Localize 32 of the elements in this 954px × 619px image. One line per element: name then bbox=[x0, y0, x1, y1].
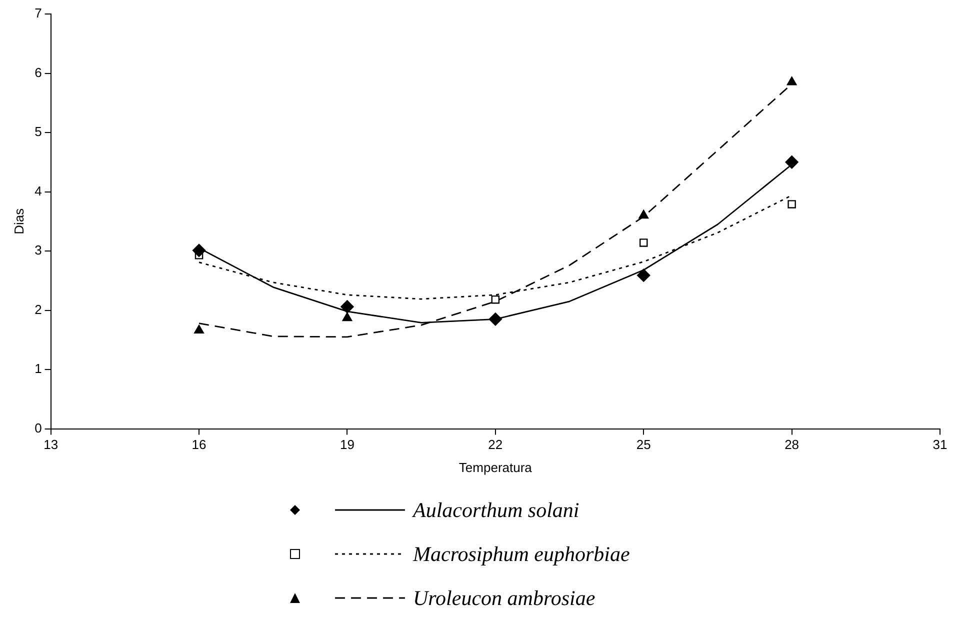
x-tick-label: 31 bbox=[932, 437, 948, 452]
point bbox=[639, 238, 648, 247]
y-axis-title: Dias bbox=[11, 208, 26, 234]
point bbox=[340, 300, 354, 314]
point bbox=[194, 324, 204, 334]
x-tick-label: 19 bbox=[340, 437, 354, 452]
point bbox=[638, 210, 649, 219]
point bbox=[786, 76, 797, 86]
x-tick-label: 13 bbox=[44, 437, 58, 452]
point bbox=[637, 268, 650, 282]
y-tick-label: 7 bbox=[34, 6, 42, 21]
x-tick-label: 28 bbox=[784, 437, 800, 452]
point bbox=[488, 312, 502, 326]
y-tick-label: 6 bbox=[34, 64, 42, 80]
point bbox=[491, 295, 500, 304]
x-axis-title: Temperatura bbox=[458, 460, 533, 475]
x-tick-label: 22 bbox=[488, 437, 503, 452]
legend-label: Uroleucon ambrosiae bbox=[413, 586, 596, 610]
x-tick-label: 16 bbox=[192, 437, 206, 452]
legend-label: Macrosiphum euphorbiae bbox=[413, 542, 630, 566]
y-tick-label: 1 bbox=[34, 361, 42, 376]
legend-label: Aulacorthum solani bbox=[413, 498, 580, 522]
point bbox=[342, 312, 352, 322]
y-tick-label: 3 bbox=[34, 242, 42, 258]
point bbox=[192, 244, 206, 258]
y-tick-label: 5 bbox=[34, 124, 42, 140]
x-tick-label: 25 bbox=[636, 437, 651, 452]
point bbox=[788, 200, 796, 208]
y-tick-label: 0 bbox=[34, 420, 42, 436]
y-tick-label: 2 bbox=[34, 302, 42, 317]
y-tick-label: 4 bbox=[34, 183, 42, 198]
point bbox=[785, 156, 798, 169]
